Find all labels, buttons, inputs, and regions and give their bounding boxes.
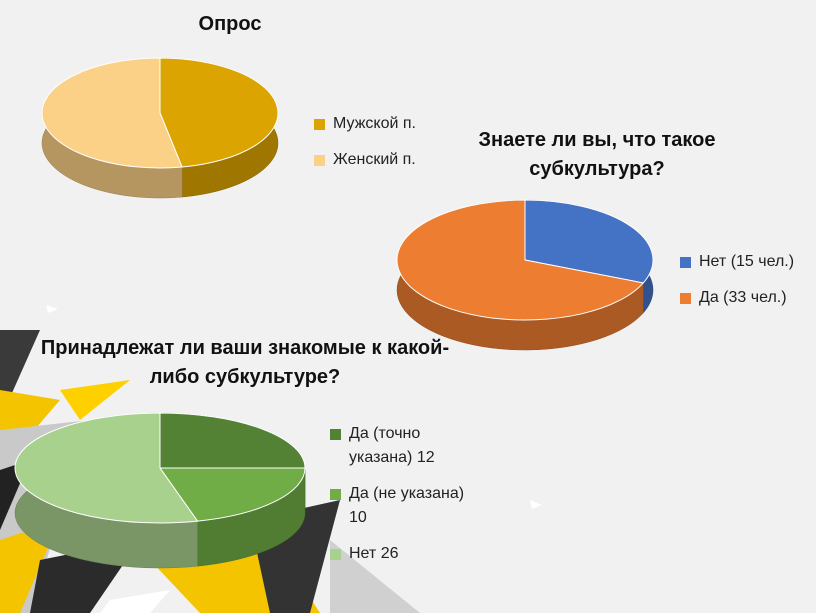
pie-slice [14, 412, 199, 524]
pie-slice [41, 57, 183, 169]
legend-label: Да (не указана) 10 [349, 485, 465, 526]
legend-swatch [314, 155, 325, 166]
legend-swatch [330, 489, 341, 500]
legend-item: Нет 26 [330, 542, 480, 566]
chart-title: Опрос [198, 13, 262, 35]
legend-item: Да (точно указана) 12 [330, 422, 480, 470]
legend: Да (точно указана) 12 Да (не указана) 10 Н… [330, 422, 480, 578]
chart-title: Принадлежат ли ваши знакомые к какой-либ… [40, 337, 450, 388]
legend-item: Да (не указана) 10 [330, 482, 480, 530]
pie-slice [396, 199, 645, 321]
legend-swatch [680, 257, 691, 268]
legend-label: Нет 26 [349, 545, 399, 562]
legend-label: Нет (15 чел.) [699, 253, 795, 270]
legend: Мужской п. Женский п. [314, 112, 454, 184]
pie-slice [159, 467, 306, 522]
legend-item: Нет (15 чел.) [680, 250, 815, 274]
legend-label: Да (точно указана) 12 [349, 425, 435, 466]
legend-label: Да (33 чел.) [699, 289, 787, 306]
legend-item: Да (33 чел.) [680, 286, 815, 310]
pie-slice [159, 412, 306, 469]
legend-item: Мужской п. [314, 112, 454, 136]
pie-slice [524, 199, 654, 284]
legend-item: Женский п. [314, 148, 454, 172]
legend-swatch [330, 429, 341, 440]
chart-title: Знаете ли вы, что такое субкультура? [478, 129, 716, 180]
legend-swatch [330, 549, 341, 560]
legend-swatch [314, 119, 325, 130]
pie-slice [159, 57, 279, 168]
legend-label: Мужской п. [333, 115, 416, 132]
legend: Нет (15 чел.) Да (33 чел.) [680, 250, 815, 322]
legend-label: Женский п. [333, 151, 416, 168]
legend-swatch [680, 293, 691, 304]
